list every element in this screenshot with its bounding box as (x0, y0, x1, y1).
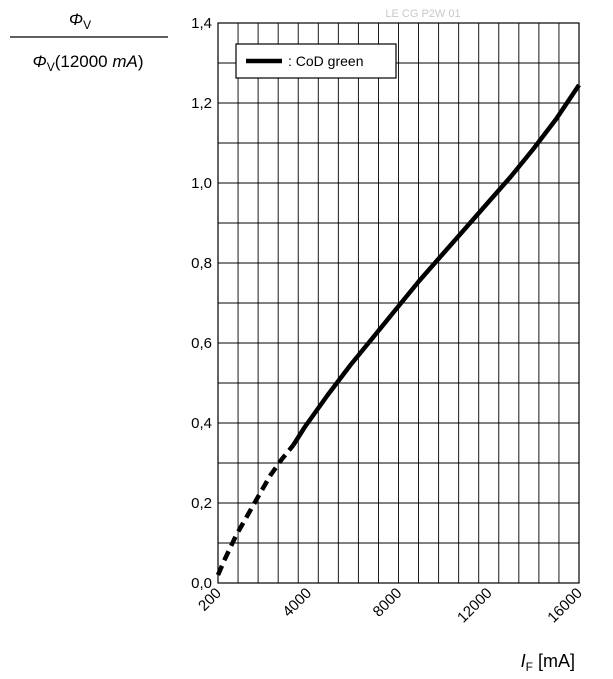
y-tick-label: 0,2 (191, 495, 212, 512)
x-tick-labels: 200 4000 8000 12000 16000 (195, 585, 586, 627)
y-den-sub: V (47, 60, 55, 74)
legend: : CoD green (235, 43, 397, 79)
legend-entry: : CoD green (288, 53, 363, 69)
series-line-solid (291, 83, 581, 447)
chart-code: LE CG P2W 01 (385, 8, 460, 20)
y-label-denominator: ΦV(12000 mA) (32, 52, 143, 74)
x-axis-label: IF [mA] (521, 651, 575, 674)
y-tick-label: 0,8 (191, 255, 212, 272)
y-den-ref-unit: mA (112, 52, 138, 71)
y-tick-label: 1,4 (191, 15, 212, 32)
y-num-symbol: Φ (69, 10, 83, 29)
x-label-unit: [mA] (533, 651, 575, 671)
x-label-symbol: I (521, 651, 526, 671)
y-den-ref-close: ) (138, 52, 144, 71)
y-tick-label: 0,4 (191, 415, 212, 432)
series-cod-green (215, 83, 581, 576)
y-tick-label: 1,0 (191, 175, 212, 192)
y-den-symbol: Φ (32, 52, 46, 71)
y-tick-label: 0,0 (191, 575, 212, 592)
x-label-sub: F (526, 660, 533, 674)
x-tick-label: 16000 (544, 585, 586, 627)
x-tick-label: 4000 (279, 585, 315, 621)
y-tick-label: 0,6 (191, 335, 212, 352)
series-line-dashed (215, 443, 296, 576)
y-tick-label: 1,2 (191, 95, 212, 112)
y-den-ref-open: (12000 (55, 52, 113, 71)
y-axis-label: ΦV ΦV(12000 mA) (10, 10, 168, 74)
x-tick-label: 8000 (370, 585, 406, 621)
y-tick-labels: 0,0 0,2 0,4 0,6 0,8 1,0 1,2 1,4 (191, 15, 212, 592)
grid (218, 23, 579, 583)
y-num-sub: V (83, 18, 91, 32)
x-tick-label: 12000 (454, 585, 496, 627)
plot-frame (217, 22, 580, 584)
y-label-numerator: ΦV (69, 10, 91, 32)
